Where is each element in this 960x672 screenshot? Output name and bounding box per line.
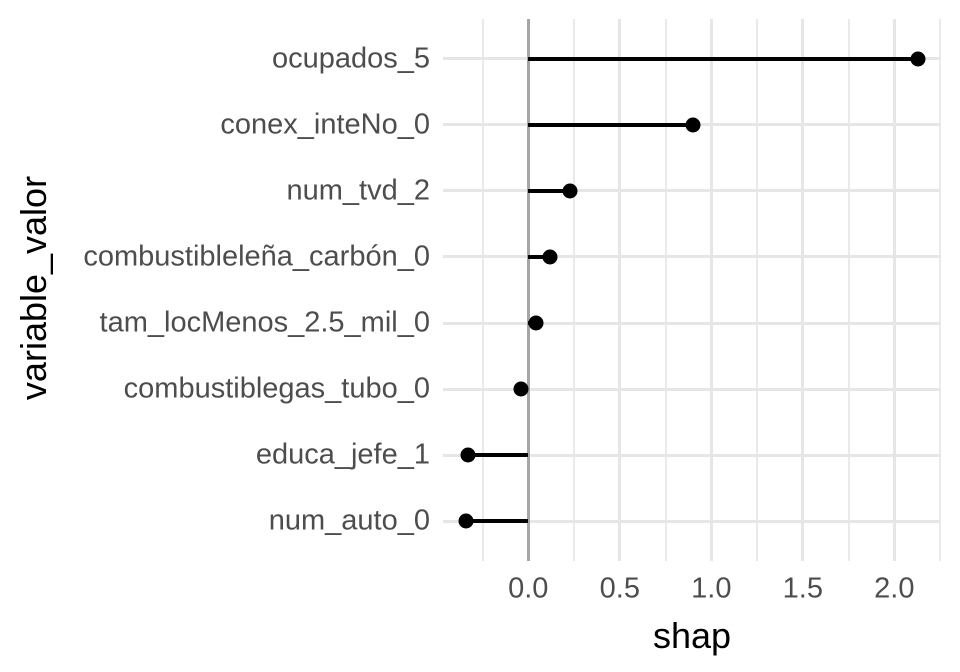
gridline-x-major bbox=[709, 19, 713, 561]
lollipop-segment bbox=[528, 254, 551, 259]
y-axis-category-label: num_tvd_2 bbox=[286, 174, 431, 207]
gridline-x-major bbox=[618, 19, 622, 561]
gridline-y-major bbox=[443, 453, 941, 457]
x-axis-title: shap bbox=[652, 615, 732, 656]
lollipop-segment bbox=[528, 122, 693, 127]
lollipop-point bbox=[685, 117, 701, 133]
lollipop-point bbox=[458, 513, 474, 529]
gridline-x-minor bbox=[481, 19, 484, 561]
gridline-y-major bbox=[443, 255, 941, 259]
y-axis-category-label: tam_locMenos_2.5_mil_0 bbox=[99, 306, 430, 339]
y-axis-category-label: conex_inteNo_0 bbox=[220, 108, 430, 141]
y-axis-category-label: num_auto_0 bbox=[268, 504, 430, 537]
x-axis-tick-label: 1.5 bbox=[782, 572, 823, 605]
gridline-x-minor bbox=[664, 19, 667, 561]
gridline-x-minor bbox=[939, 19, 942, 561]
lollipop-segment bbox=[466, 519, 529, 524]
lollipop-point bbox=[460, 447, 476, 463]
lollipop-segment bbox=[528, 188, 571, 193]
zero-reference-line bbox=[526, 19, 530, 561]
gridline-x-major bbox=[892, 19, 896, 561]
lollipop-segment bbox=[528, 56, 919, 61]
gridline-x-minor bbox=[756, 19, 759, 561]
gridline-x-minor bbox=[573, 19, 576, 561]
lollipop-segment bbox=[467, 453, 529, 458]
y-axis-category-label: ocupados_5 bbox=[271, 42, 430, 75]
x-axis-tick-label: 0.5 bbox=[599, 572, 640, 605]
x-axis-tick-label: 2.0 bbox=[874, 572, 915, 605]
y-axis-category-label: educa_jefe_1 bbox=[255, 438, 430, 471]
gridline-x-minor bbox=[847, 19, 850, 561]
lollipop-point bbox=[513, 381, 529, 397]
gridline-y-major bbox=[443, 519, 941, 523]
x-axis-tick-label: 1.0 bbox=[691, 572, 732, 605]
lollipop-point bbox=[528, 315, 544, 331]
gridline-y-major bbox=[443, 387, 941, 391]
lollipop-point bbox=[542, 249, 558, 265]
lollipop-point bbox=[910, 51, 926, 67]
y-axis-category-label: combustiblegas_tubo_0 bbox=[123, 372, 430, 405]
gridline-y-major bbox=[443, 189, 941, 193]
gridline-x-major bbox=[801, 19, 805, 561]
x-axis-tick-label: 0.0 bbox=[508, 572, 549, 605]
y-axis-category-label: combustibleleña_carbón_0 bbox=[83, 240, 430, 273]
lollipop-point bbox=[562, 183, 578, 199]
gridline-y-major bbox=[443, 321, 941, 325]
